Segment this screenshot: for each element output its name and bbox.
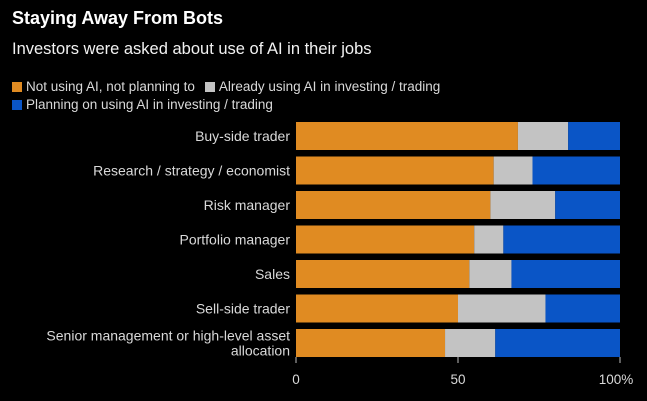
- bar-segment-already-using: [517, 122, 569, 150]
- bar-segment-already-using: [469, 260, 512, 288]
- bar-segment-already-using: [474, 225, 504, 254]
- bar-segment-not-using: [296, 156, 494, 185]
- legend-label: Planning on using AI in investing / trad…: [26, 97, 273, 112]
- legend-swatch-orange: [12, 81, 22, 92]
- x-tick-label: 0: [292, 372, 300, 387]
- legend-row-2: Planning on using AI in investing / trad…: [12, 97, 283, 112]
- bar-segment-planning: [555, 191, 620, 219]
- category-label: Risk manager: [204, 197, 291, 213]
- bar-segment-planning: [532, 156, 620, 185]
- bar-segment-planning: [503, 225, 620, 254]
- category-label: Sell-side trader: [196, 301, 290, 317]
- legend-item-already-using: Already using AI in investing / trading: [204, 79, 441, 94]
- legend-row-1: Not using AI, not planning to Already us…: [12, 79, 450, 94]
- bar-segment-not-using: [296, 191, 491, 219]
- chart-title: Staying Away From Bots: [12, 8, 224, 28]
- category-label: Buy-side trader: [195, 128, 290, 144]
- category-label: allocation: [231, 343, 290, 359]
- bar-segment-planning: [511, 260, 620, 288]
- legend-item-not-using: Not using AI, not planning to: [12, 79, 195, 94]
- bar-segment-not-using: [296, 329, 446, 357]
- bar-segment-already-using: [445, 329, 496, 357]
- bar-segment-planning: [568, 122, 620, 150]
- x-tick-label: 50: [450, 372, 465, 387]
- chart-subtitle: Investors were asked about use of AI in …: [12, 40, 372, 58]
- bar-segment-not-using: [296, 225, 475, 254]
- category-label: Senior management or high-level asset: [46, 328, 290, 344]
- legend-swatch-blue: [12, 99, 22, 110]
- bar-segment-not-using: [296, 122, 518, 150]
- bar-segment-already-using: [493, 156, 533, 185]
- bar-segment-not-using: [296, 294, 458, 323]
- bar-segment-already-using: [490, 191, 556, 219]
- bar-segment-not-using: [296, 260, 470, 288]
- legend-item-planning: Planning on using AI in investing / trad…: [12, 97, 273, 112]
- bar-segment-planning: [545, 294, 620, 323]
- legend-swatch-gray: [204, 81, 215, 92]
- legend-label: Not using AI, not planning to: [26, 79, 195, 94]
- category-label: Research / strategy / economist: [93, 163, 290, 179]
- x-tick-label: 100%: [599, 372, 634, 387]
- legend-label: Already using AI in investing / trading: [218, 79, 441, 94]
- category-label: Sales: [255, 266, 290, 282]
- bar-segment-planning: [495, 329, 620, 357]
- category-label: Portfolio manager: [179, 232, 290, 248]
- bar-segment-already-using: [458, 294, 546, 323]
